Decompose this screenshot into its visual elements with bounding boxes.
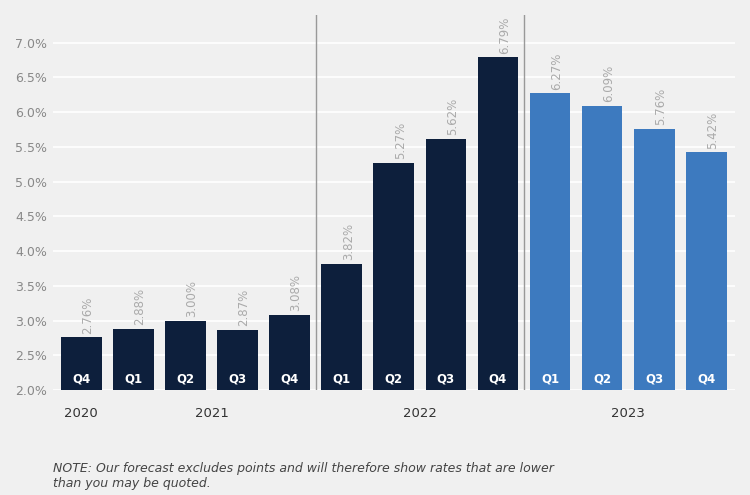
Text: 2021: 2021 — [194, 407, 229, 420]
Text: Q1: Q1 — [124, 372, 142, 385]
Text: 3.00%: 3.00% — [185, 280, 199, 317]
Text: Q1: Q1 — [541, 372, 560, 385]
Text: Q4: Q4 — [280, 372, 298, 385]
Text: 5.76%: 5.76% — [654, 88, 668, 125]
Text: 2020: 2020 — [64, 407, 98, 420]
Text: NOTE: Our forecast excludes points and will therefore show rates that are lower
: NOTE: Our forecast excludes points and w… — [53, 462, 554, 490]
Text: Q3: Q3 — [645, 372, 663, 385]
Text: Q4: Q4 — [489, 372, 507, 385]
Text: Q2: Q2 — [593, 372, 611, 385]
Bar — [321, 263, 362, 495]
Text: 2022: 2022 — [403, 407, 436, 420]
Bar — [269, 315, 310, 495]
Bar — [686, 152, 727, 495]
Bar — [634, 129, 674, 495]
Bar — [374, 163, 414, 495]
Bar — [582, 106, 622, 495]
Text: 2023: 2023 — [611, 407, 645, 420]
Bar — [217, 330, 258, 495]
Bar — [478, 57, 518, 495]
Text: Q4: Q4 — [698, 372, 715, 385]
Text: 5.27%: 5.27% — [394, 122, 406, 159]
Bar — [113, 329, 154, 495]
Bar — [425, 139, 466, 495]
Bar — [61, 337, 101, 495]
Text: Q1: Q1 — [332, 372, 351, 385]
Text: Q3: Q3 — [229, 372, 247, 385]
Text: Q4: Q4 — [72, 372, 90, 385]
Text: 2.88%: 2.88% — [134, 288, 146, 325]
Text: 5.62%: 5.62% — [446, 98, 459, 135]
Text: 6.09%: 6.09% — [602, 65, 615, 102]
Text: 6.27%: 6.27% — [550, 52, 563, 90]
Text: 6.79%: 6.79% — [498, 16, 511, 54]
Bar — [165, 321, 206, 495]
Text: Q2: Q2 — [176, 372, 194, 385]
Text: Q2: Q2 — [385, 372, 403, 385]
Text: 3.08%: 3.08% — [290, 275, 302, 311]
Text: 5.42%: 5.42% — [706, 112, 719, 149]
Text: 3.82%: 3.82% — [342, 223, 355, 260]
Text: 2.87%: 2.87% — [238, 289, 250, 326]
Text: Q3: Q3 — [436, 372, 455, 385]
Text: 2.76%: 2.76% — [81, 297, 94, 334]
Bar — [530, 94, 571, 495]
